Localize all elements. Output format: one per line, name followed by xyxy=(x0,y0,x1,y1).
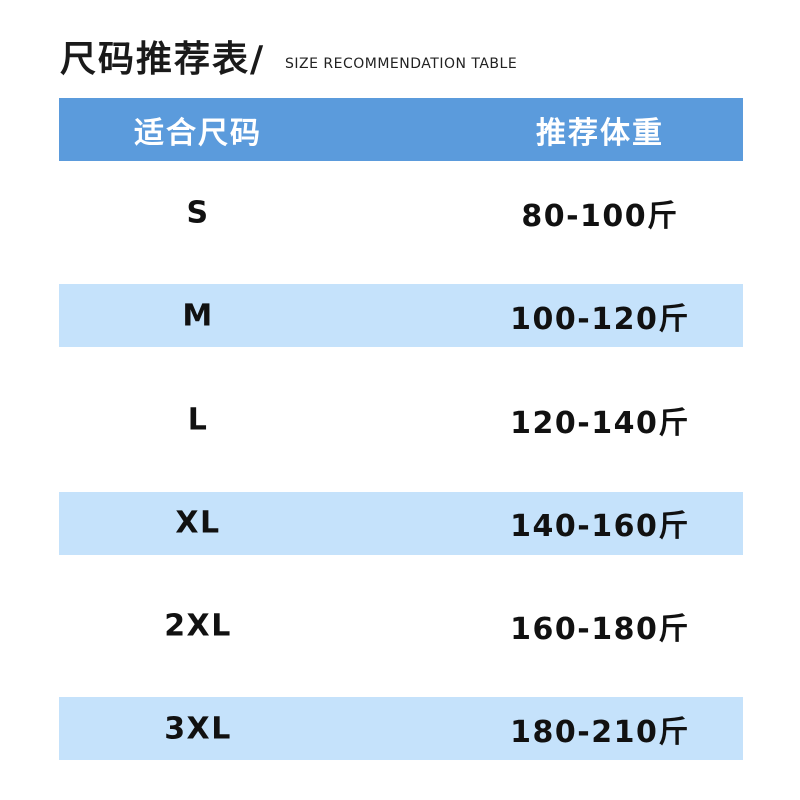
table-header xyxy=(59,98,743,161)
row-band xyxy=(59,284,743,347)
size-cell: 2XL xyxy=(164,608,232,644)
weight-cell: 160-180斤 xyxy=(510,612,690,647)
size-cell: S xyxy=(186,195,210,231)
weight-cell: 120-140斤 xyxy=(510,406,690,441)
header-weight: 推荐体重 xyxy=(536,116,664,151)
size-cell: XL xyxy=(175,505,221,541)
header-size: 适合尺码 xyxy=(134,116,262,151)
size-cell: L xyxy=(187,402,209,438)
row-band xyxy=(59,697,743,760)
weight-cell: 80-100斤 xyxy=(521,199,679,234)
weight-cell: 100-120斤 xyxy=(510,302,690,337)
weight-cell: 140-160斤 xyxy=(510,509,690,544)
page-subtitle: SIZE RECOMMENDATION TABLE xyxy=(285,56,518,72)
page-title: 尺码推荐表/ xyxy=(60,39,266,80)
weight-cell: 180-210斤 xyxy=(510,715,690,750)
row-band xyxy=(59,492,743,555)
size-cell: M xyxy=(182,298,214,334)
size-cell: 3XL xyxy=(164,711,232,747)
